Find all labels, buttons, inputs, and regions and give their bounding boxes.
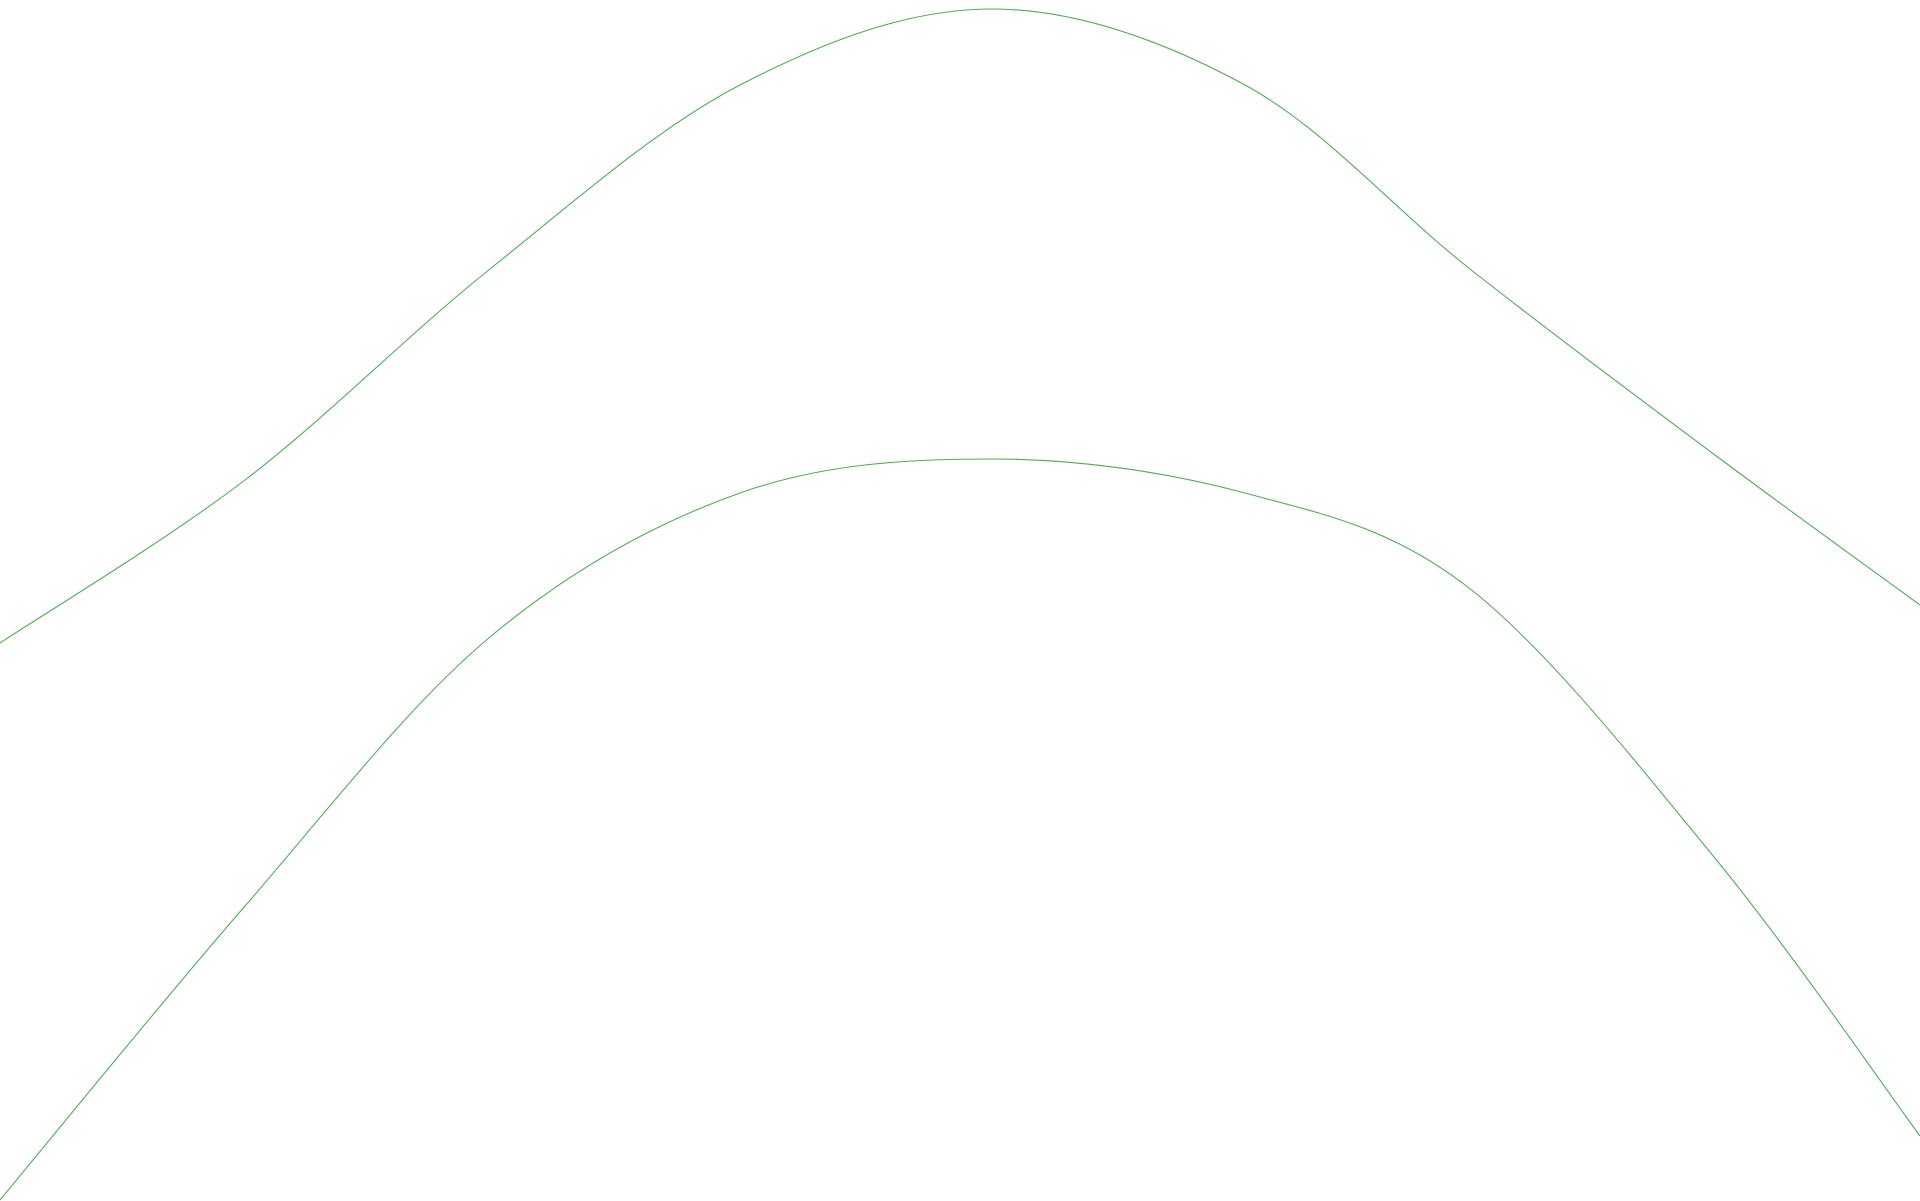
upper-bell-curve [0, 8, 1920, 644]
lower-bell-curve [0, 458, 1920, 1201]
